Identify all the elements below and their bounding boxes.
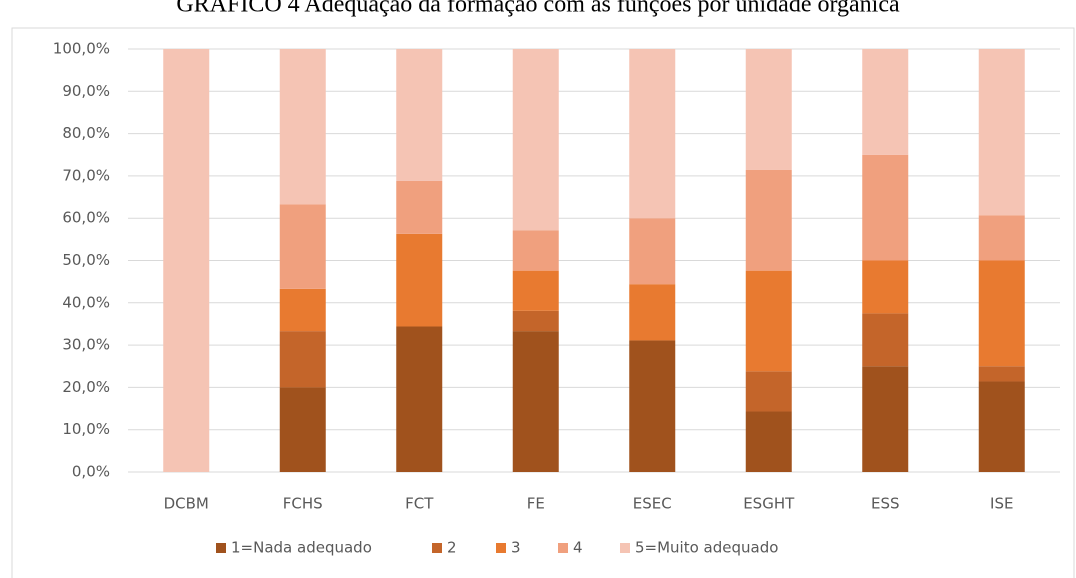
legend-label: 4 [573, 539, 583, 557]
bar-segment [396, 326, 443, 472]
legend-swatch [558, 543, 568, 553]
bar-segment [629, 49, 676, 219]
x-tick-label: ESS [871, 495, 900, 513]
bar-segment [745, 169, 792, 271]
bar-segment [978, 215, 1025, 261]
x-tick-label: ESEC [633, 495, 672, 513]
legend-swatch [216, 543, 226, 553]
y-tick-label: 60,0% [62, 209, 110, 227]
legend-swatch [496, 543, 506, 553]
bar-segment [279, 387, 326, 472]
bar-segment [512, 49, 559, 231]
chart-border [11, 27, 1075, 578]
y-tick-label: 50,0% [62, 251, 110, 269]
bar-segment [745, 411, 792, 472]
bar-segment [279, 331, 326, 388]
y-tick-label: 0,0% [72, 463, 110, 481]
x-tick-label: FE [527, 495, 545, 513]
y-tick-label: 20,0% [62, 378, 110, 396]
bar-segment [396, 49, 443, 181]
x-tick-label: FCHS [283, 495, 323, 513]
bar-segment [279, 288, 326, 332]
bar-segment [396, 180, 443, 234]
bar-segment [978, 381, 1025, 472]
bar-segment [279, 204, 326, 289]
bar-segment [163, 49, 210, 472]
bar-segment [862, 154, 909, 261]
bar-segment [745, 371, 792, 412]
legend-label: 1=Nada adequado [231, 539, 372, 557]
bar-segment [978, 260, 1025, 367]
y-tick-label: 90,0% [62, 82, 110, 100]
legend-label: 2 [447, 539, 457, 557]
y-tick-label: 70,0% [62, 166, 110, 184]
bar-segment [978, 49, 1025, 216]
bar-segment [862, 260, 909, 314]
bar-segment [862, 49, 909, 155]
y-tick-label: 100,0% [53, 40, 110, 58]
bar-segment [512, 270, 559, 311]
legend-label: 3 [511, 539, 521, 557]
bar-segment [862, 366, 909, 472]
y-tick-label: 80,0% [62, 124, 110, 142]
bar-segment [978, 366, 1025, 382]
y-tick-label: 30,0% [62, 336, 110, 354]
bar-segment [629, 340, 676, 472]
bar-segment [629, 218, 676, 285]
chart-title: GRÁFICO 4 Adequação da formação com as f… [176, 0, 900, 18]
bar-segment [745, 49, 792, 170]
bar-segment [279, 49, 326, 205]
bar-segment [862, 313, 909, 367]
legend-swatch [620, 543, 630, 553]
bar-segment [629, 284, 676, 341]
bar-segment [745, 270, 792, 372]
y-tick-label: 10,0% [62, 420, 110, 438]
bar-segment [396, 233, 443, 327]
bar-segment [512, 230, 559, 271]
legend-label: 5=Muito adequado [635, 539, 778, 557]
bar-segment [512, 310, 559, 332]
legend-swatch [432, 543, 442, 553]
x-tick-label: ESGHT [743, 495, 795, 513]
y-tick-label: 40,0% [62, 293, 110, 311]
x-tick-label: ISE [990, 495, 1013, 513]
x-tick-label: FCT [405, 495, 434, 513]
x-tick-label: DCBM [164, 495, 209, 513]
bar-segment [512, 331, 559, 472]
